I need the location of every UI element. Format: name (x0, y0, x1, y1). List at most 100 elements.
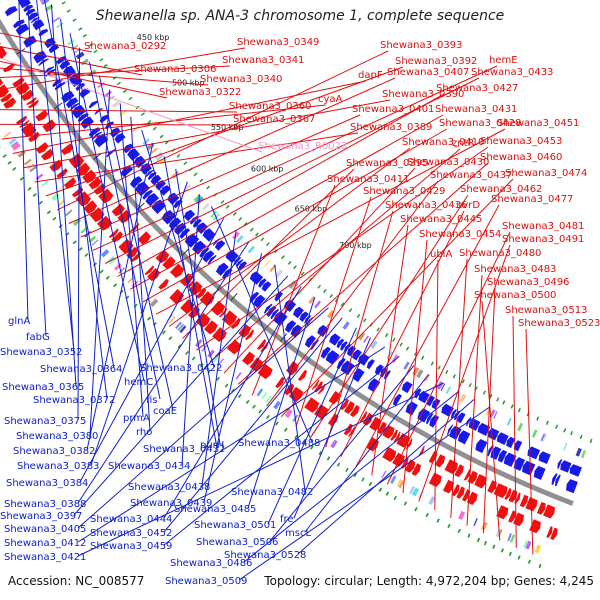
gene-label-shewana3_0482[interactable]: Shewana3_0482 (231, 487, 313, 498)
gene-label-shewana3_0523[interactable]: Shewana3_0523 (518, 318, 600, 329)
gene-label-shewana3_0506[interactable]: Shewana3_0506 (196, 537, 278, 548)
gene-label-shewana3_0528[interactable]: Shewana3_0528 (224, 550, 306, 561)
gene-label-shewana3_0390[interactable]: Shewana3_0390 (382, 89, 464, 100)
gene-label-shewana3_0411[interactable]: Shewana3_0411 (327, 174, 409, 185)
gene-label-shewana3_0462[interactable]: Shewana3_0462 (460, 184, 542, 195)
gene-label-shewana3_0384[interactable]: Shewana3_0384 (6, 478, 88, 489)
gene-label-shewana3_0365[interactable]: Shewana3_0365 (2, 382, 84, 393)
gene-label-shewana3_0397[interactable]: Shewana3_0397 (0, 511, 82, 522)
gene-label-shewana3_0407[interactable]: Shewana3_0407 (387, 67, 469, 78)
gene-label-shewana3_0427[interactable]: Shewana3_0427 (436, 83, 518, 94)
gene-label-shewana3_0349[interactable]: Shewana3_0349 (237, 37, 319, 48)
gene-label-shewana3_0389[interactable]: Shewana3_0389 (350, 122, 432, 133)
gene-label-ubia[interactable]: ubiA (430, 249, 452, 260)
gene-labels[interactable]: Shewana3_0292 Shewana3_0306 Shewana3_0322 S… (0, 37, 600, 587)
gene-label-shewana3_0432[interactable]: Shewana3_0432 (143, 444, 225, 455)
gene-label-shewana3_0405[interactable]: Shewana3_0405 (4, 524, 86, 535)
gene-label-shewana3_0382[interactable]: Shewana3_0382 (13, 446, 95, 457)
gene-label-shewana3_0372[interactable]: Shewana3_0372 (33, 395, 115, 406)
gene-label-purh[interactable]: purH (200, 440, 224, 451)
gene-label-shewana3_0477[interactable]: Shewana3_0477 (491, 194, 573, 205)
gene-label-shewana3_0392[interactable]: Shewana3_0392 (395, 56, 477, 67)
gene-label-shewana3_0445[interactable]: Shewana3_0445 (400, 214, 482, 225)
gene-label-shewana3_0501[interactable]: Shewana3_0501 (194, 520, 276, 531)
gene-label-shewana3_0292[interactable]: Shewana3_0292 (84, 41, 166, 52)
gene-label-cyaa[interactable]: cyaA (318, 94, 343, 105)
gc-mark (489, 393, 493, 399)
gene-label-shewana3_0364[interactable]: Shewana3_0364 (40, 364, 122, 375)
gene-label-shewana3_0412[interactable]: Shewana3_0412 (4, 538, 86, 549)
gene-label-dapf[interactable]: dapF (358, 70, 383, 81)
gene-label-rna[interactable]: Shewana3_R0023 (258, 141, 347, 152)
gene-label-shewana3_0341[interactable]: Shewana3_0341 (222, 55, 304, 66)
gene-arrow (329, 333, 341, 346)
gene-label-shewana3_0401[interactable]: Shewana3_0401 (352, 104, 434, 115)
gene-label-shewana3_0340[interactable]: Shewana3_0340 (200, 74, 282, 85)
gene-label-shewana3_0375[interactable]: Shewana3_0375 (4, 416, 86, 427)
gene-label-shewana3_0454[interactable]: Shewana3_0454 (419, 229, 501, 240)
gene-label-coae[interactable]: coaE (153, 406, 177, 417)
gene-label-heme[interactable]: hemE (489, 55, 518, 66)
gene-label-shewana3_0438[interactable]: Shewana3_0438 (128, 482, 210, 493)
gc-mark (527, 559, 532, 564)
gene-label-shewana3_0430[interactable]: Shewana3_0430 (407, 157, 489, 168)
gene-label-shewana3_0322[interactable]: Shewana3_0322 (159, 87, 241, 98)
gene-label-shewana3_0410[interactable]: Shewana3_0410 (402, 137, 484, 148)
gene-label-glna[interactable]: glnA (8, 316, 30, 327)
gene-label-shewana3_0436[interactable]: Shewana3_0436 (385, 200, 467, 211)
gene-label-shewana3_0437[interactable]: Shewana3_0437 (430, 170, 512, 181)
gene-label-shewana3_0306[interactable]: Shewana3_0306 (134, 64, 216, 75)
gene-label-fre[interactable]: fre (280, 514, 294, 525)
gene-label-shewana3_0474[interactable]: Shewana3_0474 (505, 168, 587, 179)
gene-label-shewana3_0485[interactable]: Shewana3_0485 (174, 504, 256, 515)
gene-label-shewana3_0439[interactable]: Shewana3_0439 (130, 498, 212, 509)
gene-label-shewana3_0488[interactable]: Shewana3_0488 (238, 438, 320, 449)
gene-label-shewana3_0433[interactable]: Shewana3_0433 (471, 67, 553, 78)
gene-label-shewana3_0491[interactable]: Shewana3_0491 (502, 234, 584, 245)
gene-label-shewana3_0459[interactable]: Shewana3_0459 (90, 541, 172, 552)
gene-label-shewana3_0431[interactable]: Shewana3_0431 (435, 104, 517, 115)
gene-arrow (449, 425, 462, 440)
gene-label-shewana3_0393[interactable]: Shewana3_0393 (380, 40, 462, 51)
gene-label-fabg[interactable]: fabG (26, 332, 50, 343)
gene-label-hemc[interactable]: hemC (124, 377, 153, 388)
gene-label-shewana3_0486[interactable]: Shewana3_0486 (170, 558, 252, 569)
gene-label-shewana3_0452[interactable]: Shewana3_0452 (90, 528, 172, 539)
gene-label-shewana3_0395[interactable]: Shewana3_0395 (346, 158, 428, 169)
gene-label-shewana3_0422[interactable]: Shewana3_0422 (140, 363, 222, 374)
gene-label-shewana3_0500[interactable]: Shewana3_0500 (474, 290, 556, 301)
gene-label-zntr[interactable]: zntR (452, 138, 475, 149)
gene-label-shewana3_0429[interactable]: Shewana3_0429 (363, 186, 445, 197)
gene-label-shewana3_0481[interactable]: Shewana3_0481 (502, 221, 584, 232)
gene-label-shewana3_0352[interactable]: Shewana3_0352 (0, 347, 82, 358)
gene-label-shewana3_0513[interactable]: Shewana3_0513 (505, 305, 587, 316)
gene-label-shewana3_0444[interactable]: Shewana3_0444 (90, 514, 172, 525)
gene-label-prma[interactable]: prmA (123, 413, 150, 424)
gene-label-shewana3_0496[interactable]: Shewana3_0496 (487, 277, 569, 288)
gene-arrow (28, 131, 40, 142)
gene-label-shewana3_0451[interactable]: Shewana3_0451 (497, 118, 579, 129)
gene-label-shewana3_0428[interactable]: Shewana3_0428 (439, 118, 521, 129)
gene-label-shewana3_0367[interactable]: Shewana3_0367 (233, 114, 315, 125)
gene-label-shewana3_0380[interactable]: Shewana3_0380 (16, 431, 98, 442)
gene-label-uvrd[interactable]: uvrD (456, 200, 480, 211)
gene-label-shewana3_0383[interactable]: Shewana3_0383 (17, 461, 99, 472)
cog-block (8, 137, 17, 146)
gene-label-rho[interactable]: rho (136, 427, 152, 438)
gc-mark (492, 544, 496, 549)
gene-label-shewana3_0483[interactable]: Shewana3_0483 (474, 264, 556, 275)
gene-label-fis[interactable]: fis (146, 395, 158, 406)
leader-line (325, 210, 394, 448)
gene-label-shewana3_0509[interactable]: Shewana3_0509 (165, 576, 247, 587)
gc-mark (84, 253, 89, 258)
gene-label-shewana3_0360[interactable]: Shewana3_0360 (229, 101, 311, 112)
gene-label-shewana3_0480[interactable]: Shewana3_0480 (459, 248, 541, 259)
gene-label-shewana3_0453[interactable]: Shewana3_0453 (480, 136, 562, 147)
gene-label-shewana3_0434[interactable]: Shewana3_0434 (108, 461, 190, 472)
gene-label-shewana3_0388[interactable]: Shewana3_0388 (4, 499, 86, 510)
gc-mark (32, 193, 37, 197)
gene-label-mscl[interactable]: mscL (285, 528, 311, 539)
gene-label-shewana3_0460[interactable]: Shewana3_0460 (480, 152, 562, 163)
gene-label-shewana3_0421[interactable]: Shewana3_0421 (4, 552, 86, 563)
